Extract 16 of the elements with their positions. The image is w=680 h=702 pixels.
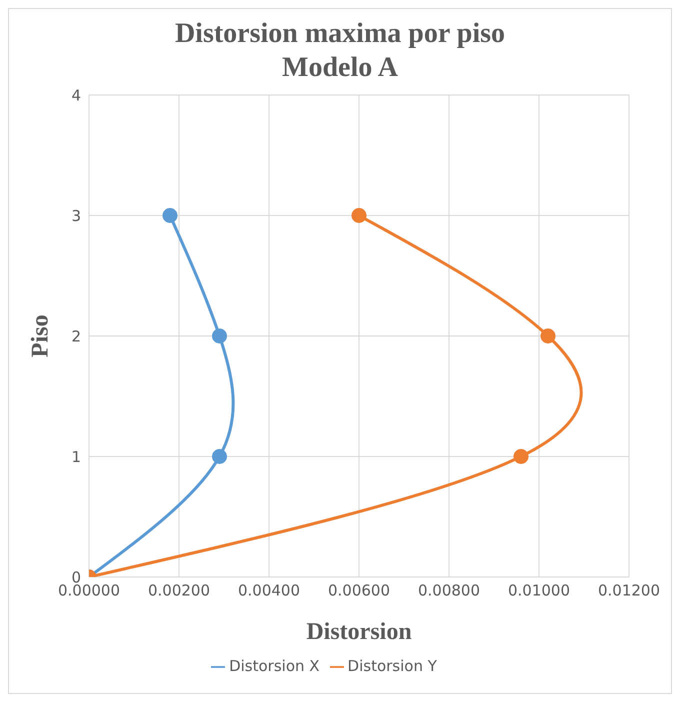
y-tick-label: 3 xyxy=(71,206,81,225)
y-tick-label: 2 xyxy=(71,327,81,346)
x-axis-title: Distorsion xyxy=(306,619,412,645)
legend-label: Distorsion X xyxy=(229,657,320,675)
y-tick-label: 1 xyxy=(71,448,81,466)
y-axis-title: Piso xyxy=(28,314,54,358)
chart-title: Distorsion maxima por piso Modelo A xyxy=(174,17,506,85)
legend-label: Distorsion Y xyxy=(348,657,437,675)
x-tick-label: 0.00800 xyxy=(418,582,480,600)
x-tick-label: 0.00400 xyxy=(238,582,300,600)
x-tick-label: 0.01000 xyxy=(508,582,570,600)
x-tick-label: 0.00000 xyxy=(58,582,120,600)
x-tick-label: 0.00200 xyxy=(148,582,210,600)
y-tick-label: 4 xyxy=(71,86,81,104)
x-tick-label: 0.01200 xyxy=(598,582,660,600)
x-tick-label: 0.00600 xyxy=(328,582,390,600)
